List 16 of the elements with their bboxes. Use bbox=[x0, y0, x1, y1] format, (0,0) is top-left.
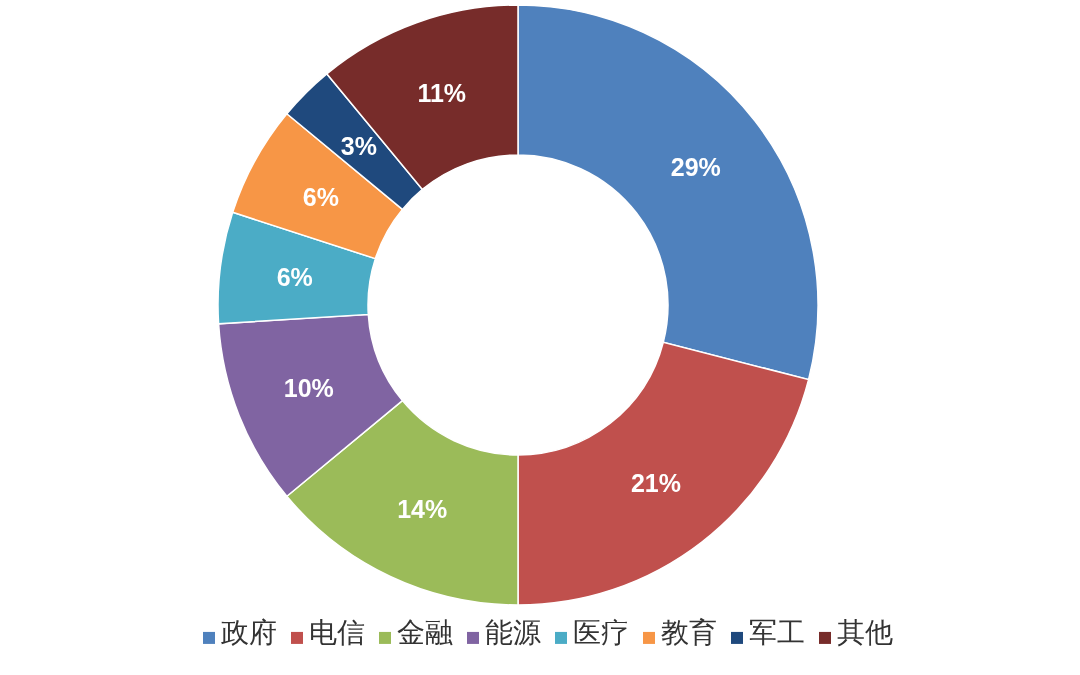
legend-label: 教育 bbox=[661, 616, 717, 649]
data-label: 14% bbox=[397, 494, 448, 523]
data-label: 21% bbox=[630, 468, 681, 497]
data-label: 3% bbox=[340, 131, 377, 160]
data-label: 10% bbox=[283, 373, 334, 402]
legend-label: 金融 bbox=[397, 616, 453, 649]
legend-label: 能源 bbox=[485, 616, 541, 649]
legend-label: 医疗 bbox=[573, 616, 629, 649]
data-label: 6% bbox=[302, 182, 339, 211]
legend-label: 军工 bbox=[749, 616, 805, 649]
legend-label: 电信 bbox=[309, 616, 365, 649]
legend-label: 其他 bbox=[837, 616, 893, 649]
legend-label: 政府 bbox=[221, 616, 277, 649]
data-label: 29% bbox=[670, 153, 721, 182]
data-label: 6% bbox=[276, 262, 313, 291]
data-label: 11% bbox=[417, 79, 467, 108]
